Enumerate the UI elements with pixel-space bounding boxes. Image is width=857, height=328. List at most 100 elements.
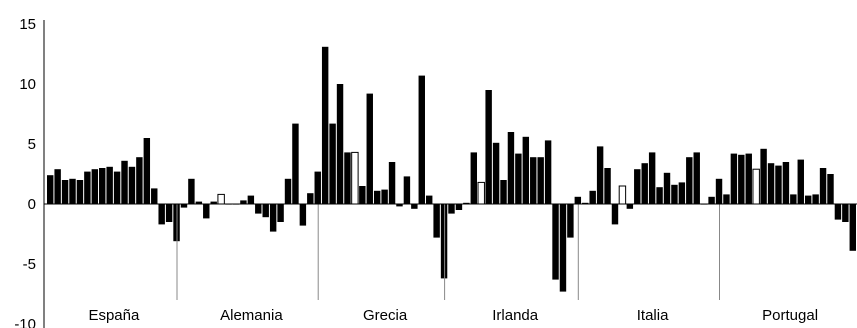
bar: [834, 204, 842, 220]
bar: [485, 90, 492, 204]
bar: [752, 168, 760, 205]
bar: [819, 168, 827, 204]
bar: [849, 204, 856, 251]
bar: [47, 175, 54, 204]
category-label: Italia: [637, 307, 669, 324]
bar: [641, 163, 648, 204]
bar: [351, 151, 359, 205]
bar: [329, 123, 336, 204]
bar: [84, 171, 91, 204]
bar: [210, 201, 217, 204]
bar: [567, 204, 574, 238]
bar: [165, 204, 173, 222]
bar: [344, 152, 351, 204]
bar: [760, 148, 767, 204]
bar: [574, 196, 582, 204]
bar: [411, 204, 418, 209]
bar: [359, 186, 366, 204]
bar: [678, 182, 686, 204]
bar: [455, 204, 463, 210]
category-label: España: [88, 307, 140, 324]
bar: [69, 178, 76, 204]
bar: [708, 196, 715, 204]
bar: [91, 169, 99, 204]
bar: [99, 168, 106, 204]
bar: [396, 204, 403, 207]
bar: [790, 194, 797, 204]
bar: [782, 162, 790, 204]
bar: [321, 46, 329, 204]
category-label: Portugal: [762, 307, 818, 324]
y-tick-label: 10: [19, 76, 36, 93]
bar: [530, 157, 537, 204]
bar: [143, 138, 151, 204]
bar: [188, 178, 195, 204]
bar: [388, 162, 396, 204]
bar: [522, 136, 530, 204]
bar: [203, 204, 210, 219]
bar: [106, 166, 113, 204]
bar: [433, 204, 440, 238]
bar: [544, 140, 552, 204]
bar: [136, 157, 143, 204]
bar: [671, 184, 678, 204]
category-label: Grecia: [363, 307, 408, 324]
y-tick-label: -10: [14, 316, 36, 328]
bar: [307, 193, 314, 204]
bar: [723, 194, 730, 204]
bar: [589, 190, 596, 204]
y-tick-label: 5: [28, 136, 36, 153]
bar: [804, 195, 812, 204]
bar: [284, 178, 292, 204]
y-tick-label: -5: [23, 256, 36, 273]
bar: [470, 152, 478, 204]
bar: [425, 195, 433, 204]
category-label: Irlanda: [492, 307, 539, 324]
bar: [552, 204, 559, 280]
bar: [604, 168, 611, 204]
bar: [767, 163, 775, 204]
bar: [255, 204, 262, 214]
bar: [151, 188, 158, 204]
bar: [128, 166, 136, 204]
bar: [448, 204, 455, 214]
bar: [827, 174, 834, 204]
bar: [596, 146, 604, 204]
bar: [663, 172, 671, 204]
bar: [418, 75, 425, 204]
bar: [797, 159, 804, 204]
y-tick-label: 15: [19, 16, 36, 33]
bar: [507, 132, 515, 204]
bar: [61, 180, 69, 204]
bar: [656, 187, 663, 204]
bar: [373, 190, 381, 204]
bar: [195, 201, 203, 204]
bar: [314, 171, 321, 204]
bar: [582, 202, 589, 204]
bar: [292, 123, 299, 204]
bar: [559, 204, 567, 292]
bar: [715, 178, 723, 204]
bar: [180, 204, 188, 208]
bar: [686, 157, 693, 204]
bar: [618, 185, 627, 205]
bar: [812, 194, 819, 204]
category-label: Alemania: [220, 307, 283, 324]
bar: [336, 84, 344, 204]
bar: [515, 153, 522, 204]
bar: [611, 204, 619, 225]
bar: [277, 204, 284, 222]
y-tick-label: 0: [28, 196, 36, 213]
bar: [217, 193, 225, 205]
bar: [366, 93, 373, 204]
bar: [500, 180, 507, 204]
bar: [76, 180, 84, 204]
bar: [745, 153, 752, 204]
bar: [113, 171, 121, 204]
bar: [299, 204, 307, 226]
bar: [440, 204, 448, 279]
bar: [634, 169, 641, 204]
bar: [240, 200, 247, 204]
